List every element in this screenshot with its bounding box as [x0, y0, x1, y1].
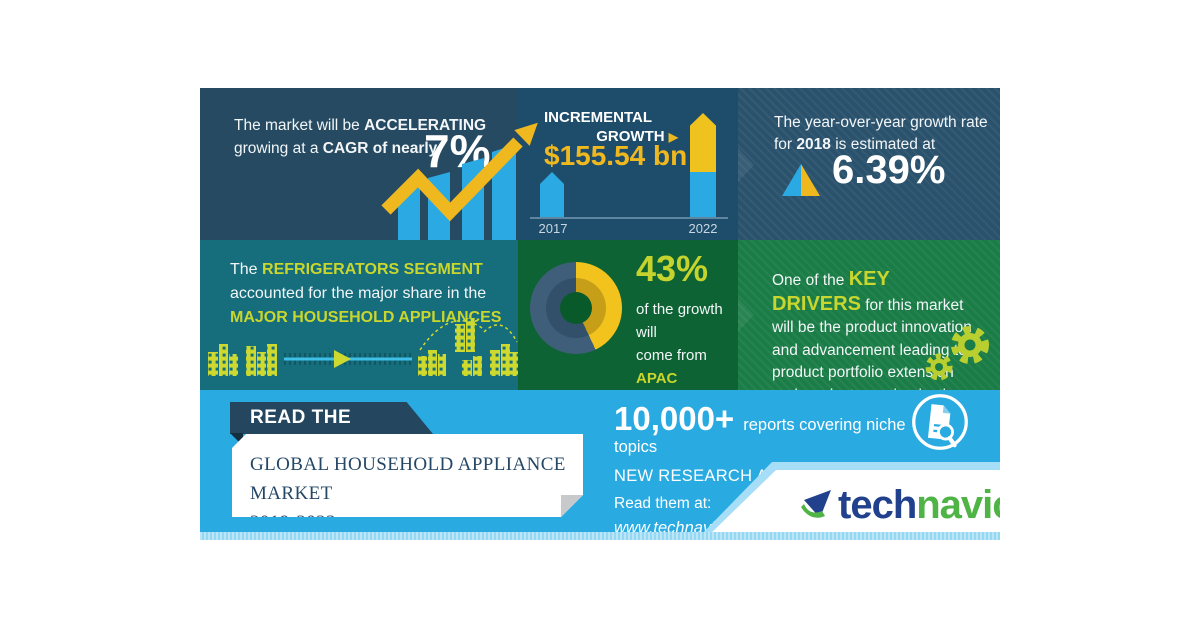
donut-hole: [560, 292, 592, 324]
yoy-line2-post: is estimated at: [830, 136, 936, 153]
technavio-arrow-icon: [801, 490, 831, 518]
logo-navio: navio: [916, 483, 1016, 527]
yoy-text: The year-over-year growth rate for 2018 …: [774, 112, 988, 156]
yoy-value: 6.39%: [832, 148, 946, 192]
bar-2022: [690, 113, 716, 218]
chevron-decoration: [738, 148, 754, 182]
apac-line2-pre: come from: [636, 347, 707, 364]
read-the-report-ribbon: READ THE REPORT:: [230, 402, 433, 434]
technavio-wordmark: technavio: [838, 483, 1016, 527]
growth-arrow-chart-icon: [381, 122, 538, 240]
panel-refrigerators-segment: The REFRIGERATORS SEGMENT accounted for …: [200, 240, 518, 390]
yoy-line2-pre: for: [774, 136, 797, 153]
market-acceleration-text: The market will be ACCELERATING growing …: [234, 114, 486, 160]
apac-region: APAC: [636, 370, 678, 387]
infographic: The market will be ACCELERATING growing …: [200, 88, 1000, 540]
segment-text: The REFRIGERATORS SEGMENT accounted for …: [230, 258, 502, 330]
city-buildings-timeline-icon: [208, 318, 518, 376]
market-text-cagr: CAGR of nearly: [322, 140, 438, 157]
incremental-growth-label: INCREMENTAL GROWTH ▶: [544, 108, 678, 147]
panel-apac-share: 43% of the growth will come from APAC: [518, 240, 738, 390]
bar-2022-incremental-segment: [690, 113, 716, 172]
growth-triangle-icon: [782, 164, 820, 196]
segment-mid: accounted for the major share in the: [230, 285, 487, 302]
technavio-logo: technavio: [800, 483, 1016, 527]
yoy-year: 2018: [796, 136, 831, 153]
report-title-line1: GLOBAL HOUSEHOLD APPLIANCE MARKET: [250, 454, 566, 504]
chevron-decoration: [738, 298, 754, 332]
apac-text: of the growth will come from APAC: [636, 298, 738, 390]
logo-tech: tech: [838, 483, 917, 527]
pointer-right-icon: ▶: [668, 130, 678, 144]
apac-donut-chart: [530, 262, 622, 354]
bottom-accent-strip: [200, 532, 1000, 540]
key-drivers-text: One of the KEY DRIVERS for this market w…: [772, 268, 972, 390]
axis-label-2017: 2017: [538, 221, 568, 236]
report-title-line2: 2019-2023: [250, 512, 336, 532]
reports-count: 10,000+: [614, 400, 735, 437]
gears-icon: [925, 326, 989, 381]
axis-label-2022: 2022: [688, 221, 718, 236]
driver-key-drivers: KEY DRIVERS: [772, 268, 890, 315]
card-folded-corner: [561, 495, 583, 517]
apac-share-value: 43%: [636, 248, 709, 289]
panel-key-drivers: One of the KEY DRIVERS for this market w…: [738, 240, 1000, 390]
bar-2022-base-segment: [690, 172, 716, 218]
report-title: GLOBAL HOUSEHOLD APPLIANCE MARKET 2019-2…: [250, 450, 583, 532]
read-them-at: Read them at:: [614, 495, 712, 512]
panel-incremental-growth: INCREMENTAL GROWTH ▶ $155.54 bn 2017 202…: [518, 88, 738, 240]
reports-count-suffix: reports covering niche topics: [614, 416, 906, 456]
incremental-label-line2: GROWTH: [596, 128, 669, 145]
bar-chart-axis: [530, 217, 728, 219]
driver-post: for this market will be the product inno…: [772, 296, 972, 391]
incremental-label-line1: INCREMENTAL: [544, 109, 653, 126]
market-text-accelerating: ACCELERATING: [364, 117, 487, 134]
reports-count-row: 10,000+ reports covering niche topics: [614, 400, 914, 457]
panel-yoy-growth: The year-over-year growth rate for 2018 …: [738, 88, 1000, 240]
incremental-growth-value: $155.54 bn: [544, 140, 688, 171]
report-search-icon: [912, 394, 968, 450]
segment-pre: The: [230, 261, 263, 278]
segment-refrigerators: REFRIGERATORS SEGMENT: [262, 261, 483, 278]
driver-pre: One of the: [772, 272, 849, 289]
report-title-card: GLOBAL HOUSEHOLD APPLIANCE MARKET 2019-2…: [232, 434, 583, 517]
segment-appliances: MAJOR HOUSEHOLD APPLIANCES: [230, 309, 502, 326]
apac-line1: of the growth will: [636, 301, 723, 341]
market-text-pre2: growing at a: [234, 140, 323, 157]
yoy-line1: The year-over-year growth rate: [774, 114, 988, 131]
market-text-pre1: The market will be: [234, 117, 365, 134]
